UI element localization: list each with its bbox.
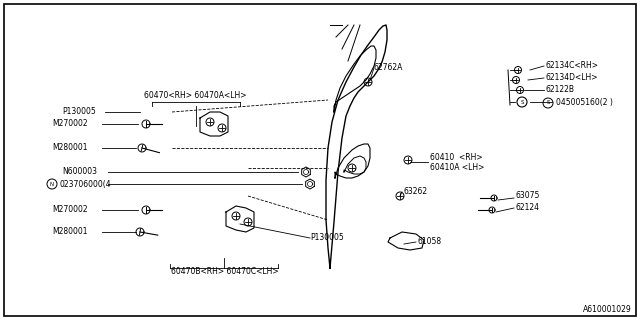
Text: 62134C<RH>: 62134C<RH> bbox=[546, 61, 599, 70]
Text: 60470<RH> 60470A<LH>: 60470<RH> 60470A<LH> bbox=[144, 91, 246, 100]
Text: 60410A <LH>: 60410A <LH> bbox=[430, 164, 484, 172]
Text: 63075: 63075 bbox=[516, 191, 540, 201]
Text: 62124: 62124 bbox=[516, 204, 540, 212]
Text: P130005: P130005 bbox=[62, 108, 96, 116]
Text: N600003: N600003 bbox=[62, 167, 97, 177]
Text: M280001: M280001 bbox=[52, 228, 88, 236]
Text: 62134D<LH>: 62134D<LH> bbox=[546, 74, 598, 83]
Text: M270002: M270002 bbox=[52, 119, 88, 129]
Text: S: S bbox=[547, 100, 550, 106]
Text: S: S bbox=[520, 100, 524, 105]
Text: M270002: M270002 bbox=[52, 205, 88, 214]
Text: 62762A: 62762A bbox=[374, 63, 403, 73]
Text: A610001029: A610001029 bbox=[583, 305, 632, 314]
Text: 023706000(4: 023706000(4 bbox=[60, 180, 111, 188]
Text: 60410  <RH>: 60410 <RH> bbox=[430, 153, 483, 162]
Text: 63262: 63262 bbox=[404, 188, 428, 196]
Text: N: N bbox=[50, 181, 54, 187]
Text: 62122B: 62122B bbox=[546, 85, 575, 94]
Text: P130005: P130005 bbox=[310, 234, 344, 243]
Text: 61058: 61058 bbox=[418, 237, 442, 246]
Text: 60470B<RH> 60470C<LH>: 60470B<RH> 60470C<LH> bbox=[171, 268, 279, 276]
Text: M280001: M280001 bbox=[52, 143, 88, 153]
Text: 045005160(2 ): 045005160(2 ) bbox=[556, 99, 613, 108]
